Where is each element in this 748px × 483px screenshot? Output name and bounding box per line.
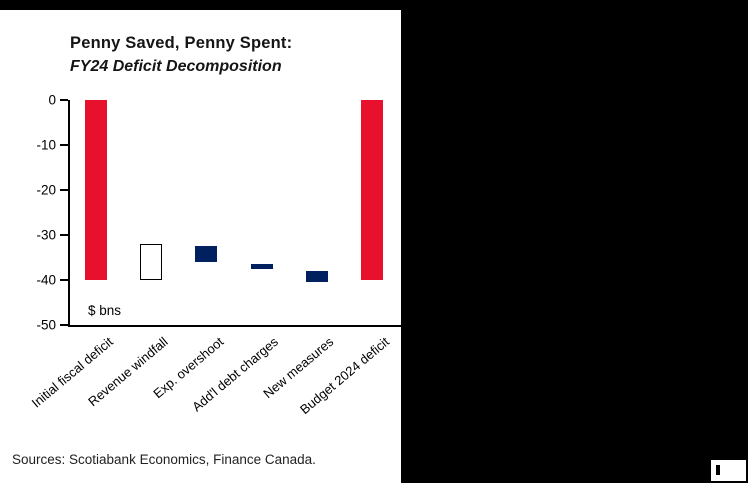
- bar-revenue-windfall: [140, 244, 162, 280]
- bar-new-measures: [306, 271, 328, 283]
- y-axis-tick-label: -40: [36, 272, 56, 288]
- y-axis-tick-label: -50: [36, 317, 56, 333]
- right-black-region: [401, 10, 748, 483]
- corner-white-box: [711, 460, 746, 481]
- top-black-band: [0, 0, 748, 10]
- unit-label: $ bns: [88, 303, 122, 318]
- y-axis-tick-label: -10: [36, 137, 56, 153]
- y-axis-tick-mark: [60, 234, 68, 236]
- y-axis-tick-label: -30: [36, 227, 56, 243]
- bar-initial-fiscal-deficit: [84, 100, 107, 280]
- chart-subtitle: FY24 Deficit Decomposition: [70, 58, 282, 75]
- sources-text: Sources: Scotiabank Economics, Finance C…: [12, 452, 316, 467]
- bar-budget-2024-deficit: [361, 100, 384, 280]
- y-axis-tick-label: 0: [48, 92, 56, 108]
- chart-title: Penny Saved, Penny Spent:: [70, 34, 293, 52]
- plot-area: [68, 100, 402, 327]
- y-axis-tick-mark: [60, 189, 68, 191]
- y-axis-tick-mark: [60, 324, 68, 326]
- bar-add-l-debt-charges: [250, 264, 273, 269]
- y-axis-tick-mark: [60, 279, 68, 281]
- y-axis-tick-mark: [60, 99, 68, 101]
- y-axis-tick-mark: [60, 144, 68, 146]
- corner-glyph: [716, 465, 720, 475]
- bar-exp-overshoot: [195, 246, 218, 262]
- y-axis-tick-label: -20: [36, 182, 56, 198]
